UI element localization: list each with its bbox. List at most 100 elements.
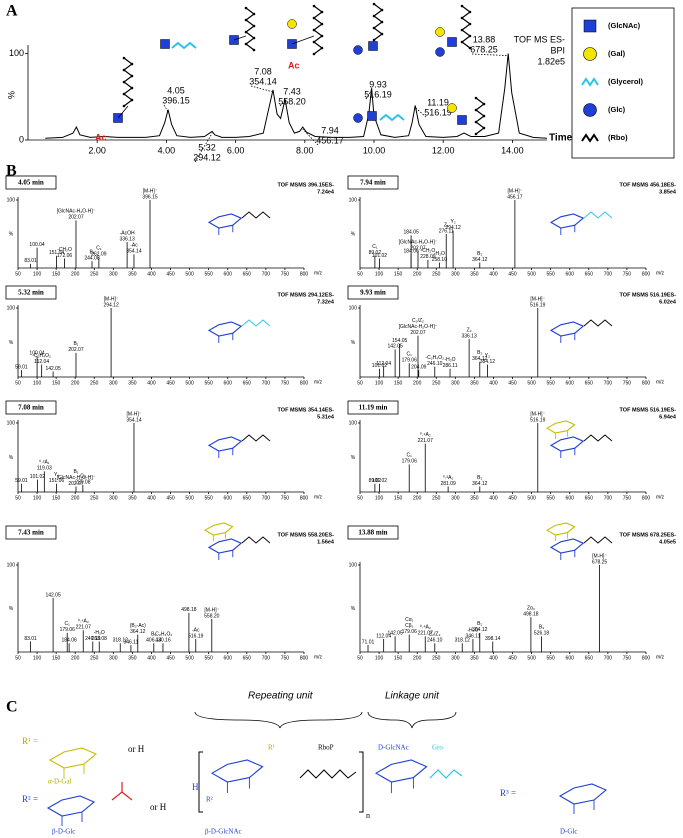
x-tick-label: 250 — [90, 380, 99, 386]
sugar-ring — [207, 538, 243, 554]
ion-label: ⁰˒²A₁ — [39, 460, 50, 466]
spectrum-header: TOF MSMS 456.18ES- — [620, 182, 677, 188]
x-tick-label: 500 — [185, 655, 194, 661]
x-tick-label: 750 — [623, 655, 632, 661]
ion-label: ⁰˒⁴A₂ — [420, 432, 431, 438]
x-tick-label: 650 — [585, 655, 594, 661]
rbo-node — [130, 62, 134, 66]
chain-sketch — [583, 211, 613, 219]
r3-name: D-Glc — [560, 828, 578, 836]
x-tick-label: 500 — [185, 495, 194, 501]
peak-label: 336.13 — [461, 333, 477, 339]
rbo-node — [468, 46, 472, 50]
r2-name: β-D-Glc — [52, 828, 75, 836]
rbo-node — [122, 56, 126, 60]
x-tick-label: 700 — [604, 271, 613, 277]
ion-label: C₂/Z₂ — [412, 318, 424, 324]
x-tick-label: 600 — [566, 495, 575, 501]
legend-symbol — [581, 133, 599, 143]
glcnac-icon — [367, 111, 377, 121]
glcnac-icon — [368, 41, 378, 51]
ion-label: Cβ₁ — [405, 623, 413, 629]
peak-label: 246.10 — [427, 638, 443, 644]
x-axis-label: Time — [549, 133, 573, 144]
leader — [194, 133, 213, 163]
peak-label: 112.04 — [376, 361, 391, 367]
x-tick-label: 750 — [623, 495, 632, 501]
chain-sketch — [241, 536, 271, 544]
y-tick-label: 100 — [349, 420, 358, 426]
x-tick-label: 250 — [432, 655, 441, 661]
chain-sketch — [241, 319, 271, 327]
x-tick-label: 150 — [52, 655, 61, 661]
peak-label: 336.13 — [119, 236, 135, 242]
x-tick-label: 800 — [642, 495, 651, 501]
spectrum-title: 4.05 min — [18, 179, 44, 187]
x-tick-label: 750 — [623, 271, 632, 277]
y-tick-label: 100 — [7, 420, 16, 426]
peak-label: 516.19 — [188, 633, 204, 639]
peak-mz: 558.20 — [278, 96, 306, 106]
rbo-node — [380, 20, 384, 24]
peak-label: 246.10 — [427, 361, 443, 367]
leader — [279, 101, 286, 107]
x-axis-label: m/z — [656, 654, 665, 660]
peak-label: 100.04 — [29, 242, 45, 248]
hexose-icon — [353, 45, 363, 55]
peak-label: 244.08 — [84, 256, 100, 262]
x-tick-label: 750 — [623, 380, 632, 386]
peak-mz: 516.19 — [424, 107, 452, 117]
x-tick-label: 350 — [470, 271, 479, 277]
peak-label: 384.12 — [480, 359, 496, 365]
x-tick-label: 650 — [585, 380, 594, 386]
rbo-node — [320, 34, 324, 38]
x-tick-label: 100 — [375, 495, 384, 501]
x-tick-label: 650 — [243, 655, 252, 661]
title-box — [5, 525, 57, 540]
x-tick-label: 600 — [566, 655, 575, 661]
glcnac-icon — [457, 115, 467, 125]
peak-label: 406.14 — [146, 638, 162, 644]
x-axis-label: m/z — [314, 270, 323, 276]
leader — [250, 85, 274, 93]
rbo-node — [468, 34, 472, 38]
x-tick-label: 500 — [527, 380, 536, 386]
spectrum-intensity: 5.31e4 — [317, 414, 335, 420]
glycerol-chain — [429, 769, 463, 779]
rbo-node — [320, 10, 324, 14]
ion-label: C₁ — [96, 245, 102, 251]
ion-label: [M-H]⁻ — [530, 296, 545, 302]
spectrum-intensity: 3.85e4 — [659, 189, 677, 195]
ion-label: B₁ — [89, 250, 94, 256]
x-tick-label: 250 — [90, 495, 99, 501]
peak-label: 354.14 — [126, 249, 142, 255]
backbone-name: β-D-GlcNAc — [205, 828, 242, 836]
peak-label: 142.05 — [45, 366, 61, 372]
peak-label: 83.01 — [24, 636, 37, 642]
x-tick-label: 600 — [224, 655, 233, 661]
peak-label: 142.05 — [45, 592, 61, 598]
peak-label: 364.12 — [472, 257, 488, 263]
peak-label: 101.02 — [372, 363, 388, 369]
ion-label: B₃ — [539, 625, 544, 631]
y-axis-label: % — [351, 231, 356, 237]
rbo-node — [122, 68, 126, 72]
x-tick-label: 400 — [489, 655, 498, 661]
peak-mz: 678.25 — [470, 44, 498, 54]
x-tick-label: 700 — [262, 380, 271, 386]
peak-time: 4.05 — [167, 85, 185, 95]
ion-label: [GlcNAc-H₂O-H]⁻ — [399, 324, 438, 330]
x-tick-label: 450 — [508, 655, 517, 661]
peak-label: 498.18 — [523, 612, 539, 618]
x-tick-label: 300 — [109, 495, 118, 501]
spectrum-header: TOF MSMS 678.25ES- — [620, 532, 677, 538]
peak-label: 89.02 — [369, 478, 382, 484]
peak-label: 221.07 — [418, 631, 434, 637]
x-tick-label: 2.00 — [88, 145, 106, 155]
ion-label: C₁ — [372, 244, 378, 250]
peak-label: 364.12 — [472, 481, 488, 487]
spectrum-intensity: 7.32e4 — [317, 299, 335, 305]
rbo-node — [252, 48, 256, 52]
peak-label: 154.05 — [392, 338, 408, 344]
ion-label: -H₂O — [94, 630, 105, 636]
